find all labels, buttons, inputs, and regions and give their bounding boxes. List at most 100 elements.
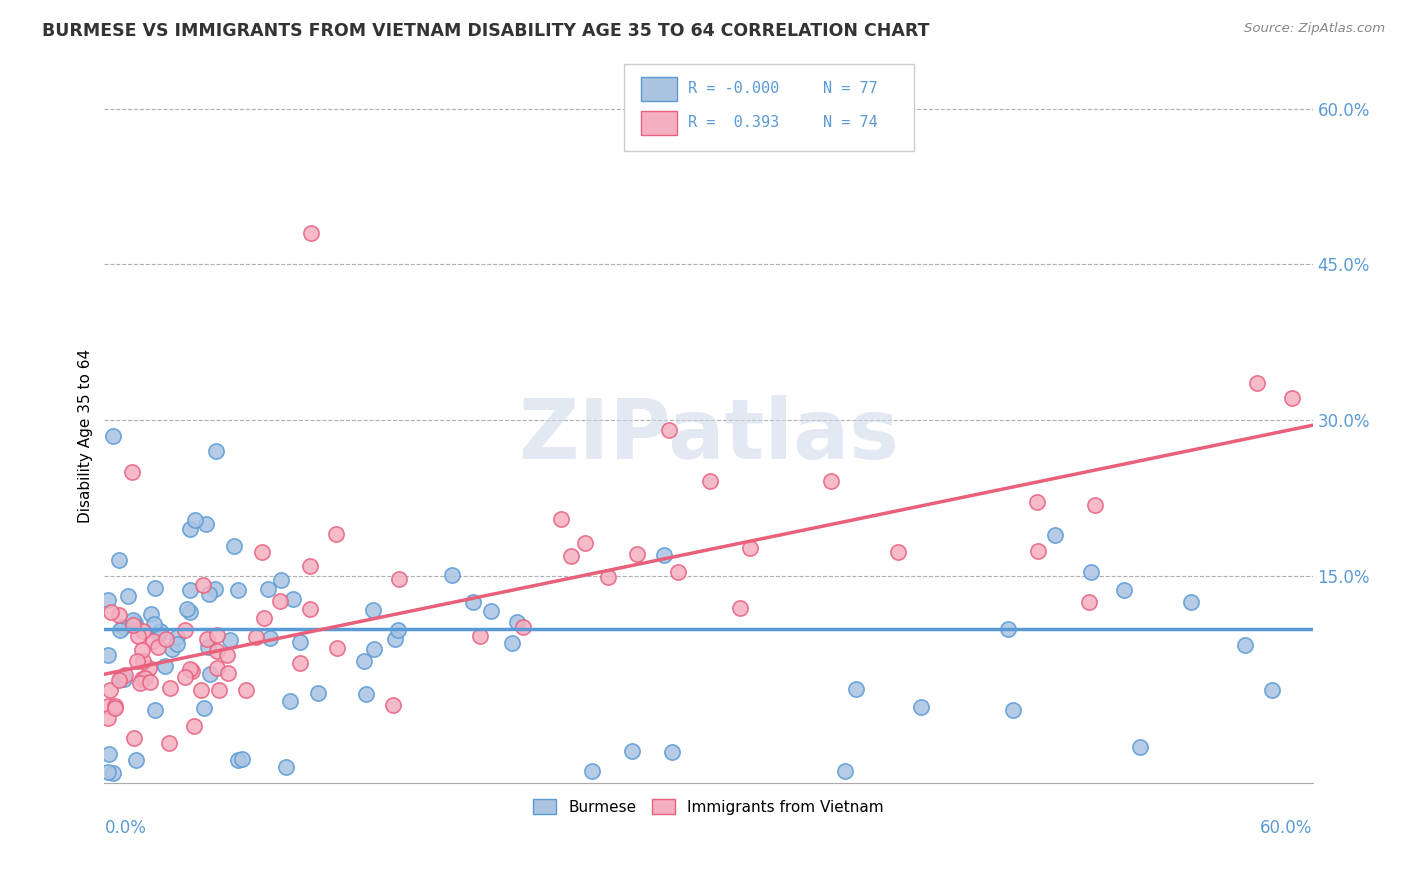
Point bbox=[259, 631, 281, 645]
Point bbox=[97, 747, 120, 762]
Point bbox=[224, 539, 246, 553]
Point bbox=[108, 673, 131, 688]
Point bbox=[281, 592, 304, 607]
Text: Source: ZipAtlas.com: Source: ZipAtlas.com bbox=[1244, 22, 1385, 36]
Point bbox=[845, 682, 868, 697]
Point bbox=[250, 544, 273, 558]
Point bbox=[198, 667, 221, 681]
Point bbox=[1001, 702, 1024, 716]
Point bbox=[581, 764, 603, 779]
FancyBboxPatch shape bbox=[624, 63, 914, 151]
Point bbox=[661, 745, 683, 759]
Point bbox=[121, 465, 143, 479]
Point bbox=[97, 593, 120, 607]
Point bbox=[205, 628, 228, 642]
Point bbox=[269, 594, 291, 608]
Point bbox=[184, 513, 207, 527]
Point bbox=[257, 582, 280, 596]
Point bbox=[108, 624, 131, 638]
Point bbox=[226, 753, 249, 767]
Point bbox=[1043, 528, 1066, 542]
Point bbox=[231, 752, 253, 766]
Point bbox=[100, 605, 122, 619]
Point bbox=[997, 623, 1019, 637]
Text: R = -0.000: R = -0.000 bbox=[688, 81, 779, 96]
Point bbox=[204, 582, 226, 596]
Point bbox=[298, 558, 321, 573]
Y-axis label: Disability Age 35 to 64: Disability Age 35 to 64 bbox=[79, 349, 93, 523]
Point bbox=[97, 764, 120, 779]
Point bbox=[204, 444, 226, 458]
Point bbox=[461, 595, 484, 609]
Point bbox=[124, 731, 146, 745]
Point bbox=[1077, 595, 1099, 609]
Point bbox=[290, 656, 312, 670]
Point bbox=[121, 618, 143, 632]
Point bbox=[387, 624, 409, 638]
Point bbox=[596, 570, 619, 584]
Point bbox=[132, 624, 155, 638]
Point bbox=[274, 760, 297, 774]
Point bbox=[208, 682, 231, 697]
Point bbox=[1026, 544, 1049, 558]
Point bbox=[501, 636, 523, 650]
Point bbox=[215, 648, 238, 662]
Point bbox=[270, 574, 292, 588]
Point bbox=[326, 640, 349, 655]
Point bbox=[153, 658, 176, 673]
Point bbox=[834, 764, 856, 778]
Point bbox=[1084, 498, 1107, 512]
Point bbox=[166, 630, 188, 644]
Point bbox=[97, 711, 120, 725]
Point bbox=[910, 699, 932, 714]
Point bbox=[621, 744, 644, 758]
Point bbox=[131, 672, 153, 686]
Point bbox=[288, 635, 311, 649]
Point bbox=[114, 667, 136, 681]
Point bbox=[1246, 376, 1268, 391]
Point bbox=[127, 629, 149, 643]
Point bbox=[1234, 638, 1257, 652]
Point bbox=[103, 765, 125, 780]
Point bbox=[205, 643, 228, 657]
Point bbox=[307, 686, 329, 700]
Point bbox=[155, 632, 177, 647]
Legend: Burmese, Immigrants from Vietnam: Burmese, Immigrants from Vietnam bbox=[527, 792, 890, 821]
Point bbox=[141, 633, 163, 648]
Point bbox=[658, 423, 681, 437]
Point bbox=[299, 227, 322, 241]
Point bbox=[190, 682, 212, 697]
Point bbox=[181, 664, 204, 678]
Point bbox=[887, 545, 910, 559]
Point bbox=[132, 654, 155, 668]
Point bbox=[112, 672, 135, 686]
Point bbox=[183, 719, 205, 733]
Point bbox=[217, 665, 239, 680]
Point bbox=[699, 474, 721, 488]
Text: BURMESE VS IMMIGRANTS FROM VIETNAM DISABILITY AGE 35 TO 64 CORRELATION CHART: BURMESE VS IMMIGRANTS FROM VIETNAM DISAB… bbox=[42, 22, 929, 40]
Point bbox=[226, 582, 249, 597]
Point bbox=[195, 516, 218, 531]
Point bbox=[179, 582, 201, 597]
Point bbox=[382, 698, 405, 713]
Point bbox=[560, 549, 582, 563]
Point bbox=[666, 566, 689, 580]
Point bbox=[129, 675, 152, 690]
FancyBboxPatch shape bbox=[641, 77, 678, 102]
Point bbox=[179, 606, 201, 620]
Point bbox=[124, 615, 146, 630]
Point bbox=[98, 682, 121, 697]
Point bbox=[1281, 391, 1303, 405]
Point bbox=[479, 604, 502, 618]
Point bbox=[253, 611, 276, 625]
Point bbox=[325, 526, 347, 541]
Point bbox=[356, 687, 378, 701]
Point bbox=[139, 607, 162, 622]
Point bbox=[195, 632, 218, 647]
Point bbox=[512, 620, 534, 634]
Point bbox=[97, 699, 120, 714]
Point bbox=[174, 623, 197, 637]
Point bbox=[179, 522, 201, 536]
Point bbox=[1025, 494, 1047, 508]
Point bbox=[125, 753, 148, 767]
